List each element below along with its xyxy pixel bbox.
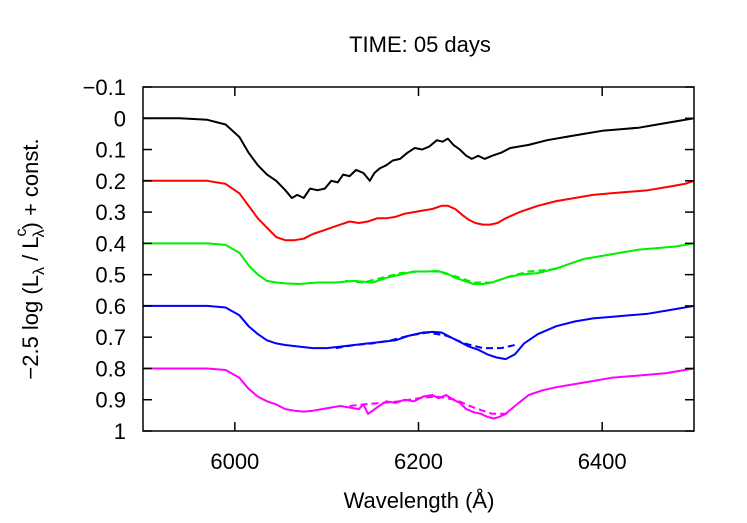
y-tick-label: −0.1 bbox=[83, 75, 126, 100]
series-line-3 bbox=[143, 242, 695, 285]
series-line-5 bbox=[143, 304, 695, 361]
series-line-7 bbox=[143, 367, 695, 420]
series-line-8-dashed bbox=[349, 395, 511, 415]
x-axis-label: Wavelength (Å) bbox=[344, 488, 495, 513]
y-tick-label: 0 bbox=[114, 106, 126, 131]
y-tick-label: 0.5 bbox=[95, 263, 126, 288]
y-axis-label: −2.5 log (Lλ / Lcλ) + const. bbox=[13, 138, 48, 379]
series-line-2 bbox=[143, 179, 695, 242]
series-line-4-dashed bbox=[344, 267, 561, 284]
x-tick-label: 6000 bbox=[210, 449, 259, 474]
series-line-1 bbox=[143, 117, 695, 199]
plot-frame bbox=[142, 86, 695, 432]
y-tick-label: 0.7 bbox=[95, 325, 126, 350]
y-tick-label: 0.3 bbox=[95, 200, 126, 225]
series-line-6-dashed bbox=[335, 331, 516, 350]
series-layer bbox=[143, 117, 695, 420]
y-tick-label: 1 bbox=[114, 419, 126, 444]
y-tick-label: 0.8 bbox=[95, 356, 126, 381]
y-axis-ticks: −0.1 0 0.1 0.2 0.3 0.4 0.5 0.6 0.7 0.8 0.9 1 bbox=[83, 75, 694, 444]
x-axis-ticks: 6000 6200 6400 bbox=[210, 87, 627, 474]
y-tick-label: 0.9 bbox=[95, 388, 126, 413]
y-tick-label: 0.1 bbox=[95, 138, 126, 163]
chart-title: TIME: 05 days bbox=[349, 32, 491, 57]
y-tick-label: 0.6 bbox=[95, 294, 126, 319]
x-tick-label: 6200 bbox=[394, 449, 443, 474]
y-tick-label: 0.2 bbox=[95, 169, 126, 194]
y-tick-label: 0.4 bbox=[95, 231, 126, 256]
x-tick-label: 6400 bbox=[578, 449, 627, 474]
